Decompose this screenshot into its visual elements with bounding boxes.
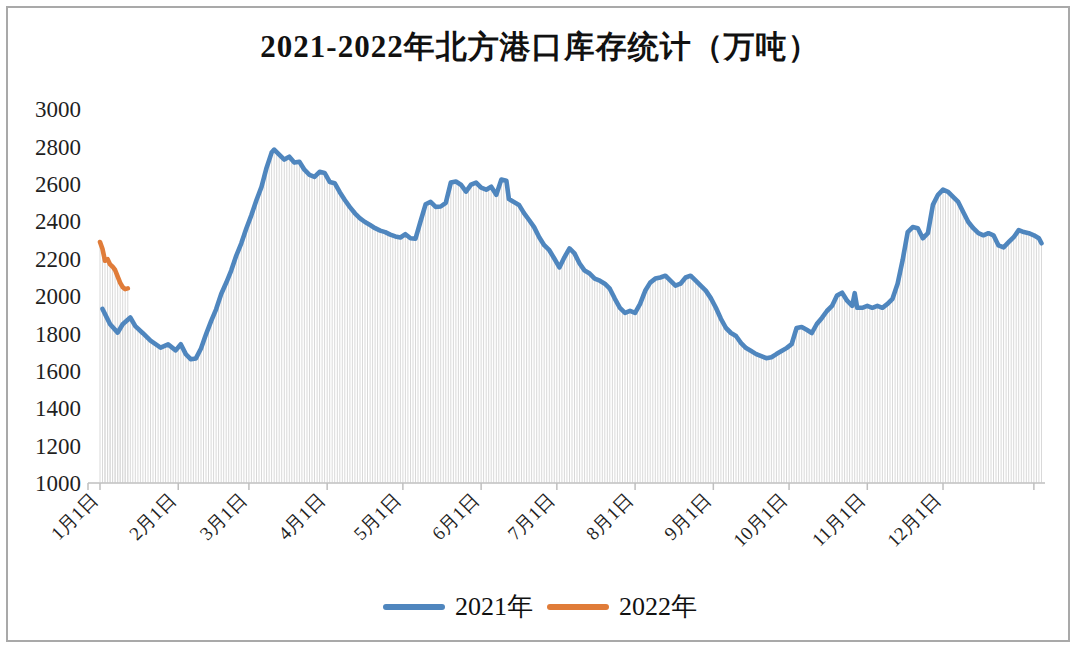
x-axis-tick-label: 8月1日 bbox=[582, 489, 637, 544]
y-axis-tick-label: 1200 bbox=[35, 434, 81, 459]
x-axis-tick-label: 11月1日 bbox=[808, 489, 869, 550]
x-axis-tick-label: 7月1日 bbox=[503, 489, 558, 544]
y-axis-tick-label: 2400 bbox=[35, 209, 81, 234]
legend-label-2022: 2022年 bbox=[619, 589, 697, 624]
x-axis-tick-label: 2月1日 bbox=[125, 489, 180, 544]
legend: 2021年 2022年 bbox=[0, 589, 1080, 624]
y-axis-tick-label: 2800 bbox=[35, 135, 81, 160]
y-axis-tick-label: 1000 bbox=[35, 471, 81, 496]
drop-lines-2022 bbox=[100, 242, 128, 483]
series-line-2022 bbox=[100, 242, 128, 289]
legend-swatch-2022-line bbox=[547, 604, 609, 610]
y-axis-tick-label: 2600 bbox=[35, 172, 81, 197]
x-axis-tick-label: 10月1日 bbox=[729, 489, 791, 551]
plot-area: 1月1日 2月1日 3月1日 4月1日 5月1日 6月1日 7月1日 8月1日 9月1日 10月1… bbox=[0, 0, 1080, 652]
x-axis-tick-label: 6月1日 bbox=[428, 489, 483, 544]
x-axis-tick-label: 1月1日 bbox=[47, 489, 102, 544]
legend-label-2021: 2021年 bbox=[455, 589, 533, 624]
y-axis-tick-label: 1400 bbox=[35, 396, 81, 421]
y-axis-tick-label: 2200 bbox=[35, 247, 81, 272]
legend-swatch-2021-line bbox=[383, 604, 445, 610]
x-axis-tick-label: 3月1日 bbox=[196, 489, 251, 544]
x-axis-tick-label: 5月1日 bbox=[350, 489, 405, 544]
drop-lines-2021 bbox=[103, 150, 1042, 483]
legend-item-2022: 2022年 bbox=[547, 589, 697, 624]
x-axis-tick-label: 12月1日 bbox=[883, 489, 945, 551]
y-axis-tick-label: 1600 bbox=[35, 359, 81, 384]
x-axis-tick-label: 4月1日 bbox=[274, 489, 329, 544]
x-axis-tick-label: 9月1日 bbox=[660, 489, 715, 544]
y-axis-tick-label: 3000 bbox=[35, 97, 81, 122]
chart-page: 2021-2022年北方港口库存统计（万吨） 1月1日2月1日3月1日4月1日5… bbox=[0, 0, 1080, 652]
y-axis-tick-label: 2000 bbox=[35, 284, 81, 309]
legend-item-2021: 2021年 bbox=[383, 589, 533, 624]
y-axis-tick-label: 1800 bbox=[35, 322, 81, 347]
